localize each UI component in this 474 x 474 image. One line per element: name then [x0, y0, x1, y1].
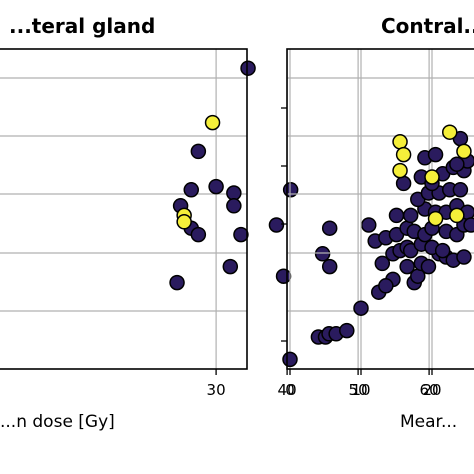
data-point-dark — [434, 242, 451, 259]
right-chart-title: Contral... — [381, 14, 474, 38]
data-point-dark — [222, 258, 239, 275]
data-point-yellow — [442, 124, 458, 140]
x-tick-label: 50 — [349, 381, 368, 399]
data-point-dark — [353, 300, 369, 316]
left-ticks: 30 40 50 60 — [207, 369, 439, 399]
data-point-dark — [275, 268, 292, 284]
left-panel: 30 40 50 60 ...teral gland ...n dose [Gy] — [0, 14, 439, 432]
data-point-dark — [233, 226, 249, 243]
right-panel: 0 10 20 Contral... Mear... — [281, 14, 474, 432]
data-point-dark — [226, 198, 242, 214]
data-point-dark — [321, 220, 338, 236]
data-point-dark — [395, 175, 412, 192]
left-plot-frame — [0, 48, 248, 370]
data-point-dark — [399, 258, 415, 275]
data-point-dark — [268, 217, 285, 233]
data-point-yellow — [449, 207, 465, 224]
data-point-dark — [374, 255, 391, 272]
data-point-yellow — [204, 114, 221, 131]
data-point-yellow — [176, 214, 192, 230]
data-point-dark — [208, 178, 224, 195]
left-points — [169, 60, 377, 291]
data-point-dark — [240, 60, 256, 76]
data-point-yellow — [456, 143, 472, 160]
x-tick-label: 40 — [278, 381, 297, 399]
data-point-dark — [388, 207, 405, 224]
data-point-dark — [183, 182, 199, 198]
data-point-dark — [339, 322, 355, 339]
left-x-axis-label: ...n dose [Gy] — [0, 412, 115, 432]
data-point-dark — [449, 156, 465, 172]
data-point-dark — [321, 258, 338, 275]
data-point-dark — [282, 351, 298, 368]
data-point-yellow — [424, 169, 440, 185]
data-point-dark — [420, 258, 437, 275]
data-point-yellow — [392, 162, 408, 179]
left-chart-title: ...teral gland — [9, 14, 155, 38]
data-point-yellow — [392, 134, 408, 150]
data-point-dark — [456, 249, 472, 265]
right-ticks: 0 10 20 — [281, 107, 442, 399]
data-point-dark — [282, 182, 299, 198]
data-point-yellow — [395, 146, 412, 163]
data-point-dark — [452, 182, 469, 198]
data-point-dark — [361, 217, 377, 233]
data-point-yellow — [427, 210, 444, 227]
data-point-dark — [226, 185, 242, 201]
data-point-dark — [314, 246, 331, 262]
data-point-dark — [463, 217, 474, 233]
x-tick-label: 0 — [285, 381, 295, 399]
data-point-dark — [190, 226, 207, 243]
right-plot-frame — [286, 48, 474, 370]
x-tick-label: 30 — [207, 381, 226, 399]
data-point-dark — [378, 278, 394, 294]
data-point-dark — [190, 143, 207, 160]
x-tick-label: 60 — [420, 381, 439, 399]
x-tick-label: 10 — [351, 381, 370, 399]
data-point-dark — [169, 274, 185, 291]
left-grid — [0, 49, 430, 369]
data-point-dark — [402, 207, 419, 224]
right-x-axis-label: Mear... — [400, 412, 457, 432]
x-tick-label: 20 — [422, 381, 441, 399]
data-point-dark — [427, 146, 444, 163]
right-points — [282, 124, 474, 368]
